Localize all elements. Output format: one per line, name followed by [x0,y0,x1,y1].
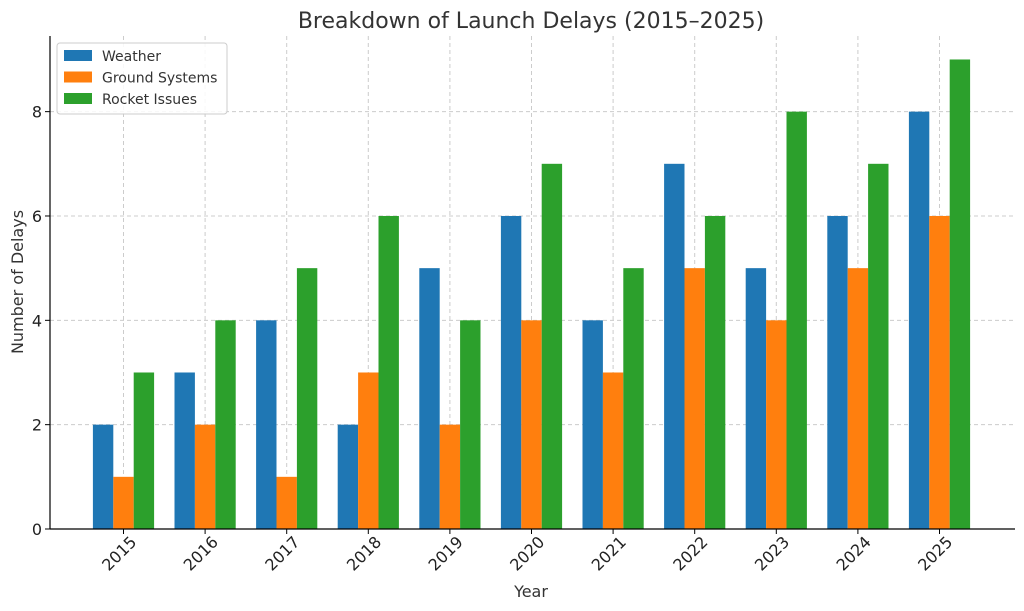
bar-weather-2019 [419,268,440,529]
bar-rocket-issues-2023 [786,111,807,530]
bar-rocket-issues-2018 [378,215,399,530]
bar-weather-2021 [582,320,603,529]
bar-ground-systems-2024 [847,268,869,529]
y-ticks: 0 2 4 6 8 [32,103,50,539]
legend-swatch [64,93,92,104]
bar-rocket-issues-2025 [949,59,971,529]
x-tick-label: 2021 [588,532,630,574]
bar-ground-systems-2019 [439,424,461,529]
y-tick-label: 2 [32,416,42,435]
bar-rocket-issues-2021 [623,268,644,529]
bar-ground-systems-2021 [602,372,624,529]
bar-rocket-issues-2019 [460,320,481,529]
x-tick-label: 2018 [343,532,385,574]
bar-ground-systems-2020 [521,320,542,529]
bar-ground-systems-2022 [684,268,705,529]
x-tick-label: 2025 [914,532,956,574]
x-tick-label: 2023 [751,532,793,574]
bar-weather-2025 [908,111,930,530]
bar-weather-2018 [337,424,359,529]
legend-label: Ground Systems [102,71,217,87]
bar-ground-systems-2025 [929,215,950,530]
bar-weather-2022 [664,163,685,529]
legend-label: Rocket Issues [102,92,197,108]
bar-ground-systems-2015 [113,476,134,529]
bar-rocket-issues-2024 [868,163,889,529]
y-tick-label: 4 [32,311,42,330]
bar-weather-2016 [174,372,195,529]
bar-weather-2015 [92,424,114,529]
chart-title: Breakdown of Launch Delays (2015–2025) [298,9,764,34]
x-tick-label: 2019 [425,532,467,574]
y-tick-label: 0 [32,520,42,539]
bar-rocket-issues-2020 [541,163,563,529]
x-tick-label: 2015 [98,532,140,574]
x-tick-label: 2024 [833,532,875,574]
bar-rocket-issues-2017 [296,268,318,529]
legend-frame [56,42,228,115]
bar-rocket-issues-2016 [215,320,236,529]
legend-swatch [64,71,92,83]
bar-weather-2023 [745,268,767,529]
legend-swatch [64,50,92,61]
bar-weather-2024 [827,215,848,530]
x-tick-label: 2022 [669,532,711,574]
legend: Weather Ground Systems Rocket Issues [56,42,228,115]
bar-rocket-issues-2022 [704,215,726,530]
x-tick-label: 2020 [506,532,548,574]
axes [49,36,1015,530]
bar-ground-systems-2018 [358,372,379,529]
x-axis-label: Year [513,582,548,601]
y-tick-label: 8 [32,103,42,122]
bar-ground-systems-2023 [766,320,787,529]
legend-label: Weather [102,49,161,65]
bar-ground-systems-2017 [276,476,297,529]
x-ticks: 2015 2016 2017 2018 2019 2020 2021 2022 2023 2024… [98,529,956,575]
bar-rocket-issues-2015 [133,372,155,529]
bar-weather-2017 [256,320,277,529]
y-tick-label: 6 [32,207,42,226]
bar-ground-systems-2016 [194,424,216,529]
x-tick-label: 2016 [180,532,222,574]
y-axis-label: Number of Delays [8,210,27,354]
x-tick-label: 2017 [261,532,303,574]
bar-weather-2020 [500,215,522,530]
bars [92,59,971,530]
